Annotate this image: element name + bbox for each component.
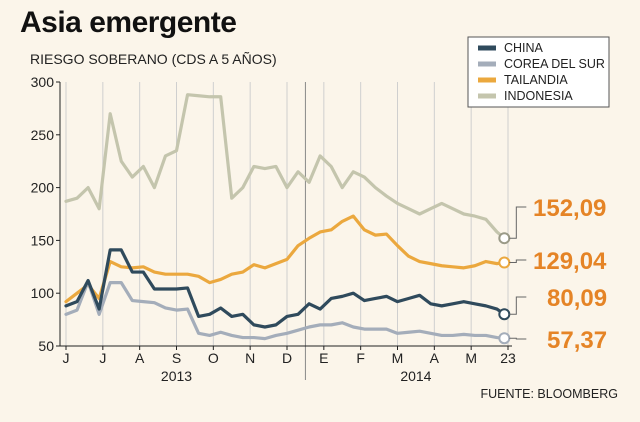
end-marker-korea (498, 332, 511, 345)
y-tick-label-4: 250 (31, 127, 55, 143)
x-tick-label-11: M (465, 350, 477, 366)
series-line-korea (64, 279, 506, 341)
x-tick-label-2: A (135, 350, 145, 366)
x-tick-label-7: E (319, 350, 328, 366)
end-marker-thailand (498, 256, 511, 269)
y-tick-label-2: 150 (31, 232, 55, 248)
y-tick-label-5: 300 (31, 74, 55, 90)
series-line-indonesia (64, 93, 506, 240)
connector-china (509, 296, 527, 315)
x-tick-label-9: M (392, 350, 404, 366)
end-label-indonesia: 152,09 (533, 195, 606, 222)
x-tick-label-8: F (356, 350, 365, 366)
x-tick-label-6: D (282, 350, 292, 366)
series-lines (64, 93, 506, 341)
y-tick-label-3: 200 (31, 180, 55, 196)
plot-area (60, 80, 520, 346)
end-label-thailand: 129,04 (533, 248, 607, 275)
x-tick-label-5: N (245, 350, 255, 366)
y-tick-label-0: 50 (38, 338, 54, 354)
x-year-label-0: 2013 (161, 368, 192, 384)
legend-label-thailand: TAILANDIA (504, 73, 568, 87)
label-connectors (509, 206, 527, 340)
x-axis: J J A S O N D E F M A M 23 2013 2014 (60, 345, 516, 384)
legend-label-korea: COREA DEL SUR (504, 57, 605, 71)
end-marker-china (498, 308, 511, 321)
x-tick-label-10: A (430, 350, 440, 366)
end-marker-indonesia (498, 232, 511, 245)
x-tick-label-4: O (208, 350, 219, 366)
legend-label-indonesia: INDONESIA (504, 89, 573, 103)
x-tick-label-3: S (172, 350, 181, 366)
chart-subtitle: RIESGO SOBERANO (CDS A 5 AÑOS) (30, 51, 277, 67)
legend: CHINA COREA DEL SUR TAILANDIA INDONESIA (467, 36, 610, 108)
connector-korea (509, 337, 527, 340)
series-line-china (64, 248, 506, 329)
end-label-korea: 57,37 (547, 327, 607, 354)
series-line-thailand (64, 214, 506, 304)
connector-indonesia (509, 206, 527, 239)
connector-thailand (509, 259, 527, 264)
legend-label-china: CHINA (504, 41, 544, 55)
x-year-label-1: 2014 (400, 368, 431, 384)
source-note: FUENTE: BLOOMBERG (480, 387, 618, 401)
y-axis: 50 100 150 200 250 300 (31, 74, 61, 354)
x-tick-label-12: 23 (500, 350, 516, 366)
x-tick-label-0: J (63, 350, 70, 366)
x-tick-label-1: J (99, 350, 106, 366)
y-tick-label-1: 100 (31, 285, 55, 301)
end-label-china: 80,09 (547, 285, 607, 312)
chart-title: Asia emergente (20, 6, 237, 39)
